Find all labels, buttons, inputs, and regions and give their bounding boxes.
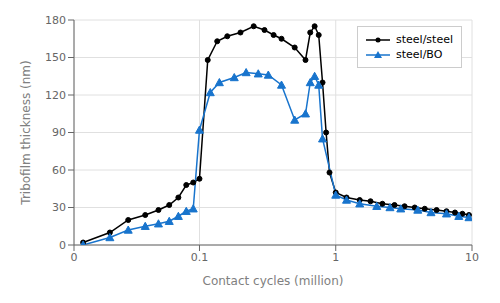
html-text:steel/steel: steel/steel [396, 33, 453, 46]
svg-text:1: 1 [332, 251, 339, 264]
svg-text:120: 120 [45, 89, 66, 102]
svg-text:0: 0 [59, 239, 66, 252]
svg-text:30: 30 [52, 201, 66, 214]
svg-text:Tribofilm thickness (nm): Tribofilm thickness (nm) [19, 60, 33, 205]
svg-text:60: 60 [52, 164, 66, 177]
svg-text:10: 10 [465, 251, 479, 264]
html-text:steel/BO: steel/BO [396, 48, 443, 61]
svg-text:0.1: 0.1 [191, 251, 209, 264]
svg-text:90: 90 [52, 126, 66, 139]
svg-text:150: 150 [45, 51, 66, 64]
svg-text:180: 180 [45, 14, 66, 27]
svg-text:0: 0 [71, 251, 78, 264]
svg-text:Contact cycles (million): Contact cycles (million) [203, 274, 344, 288]
